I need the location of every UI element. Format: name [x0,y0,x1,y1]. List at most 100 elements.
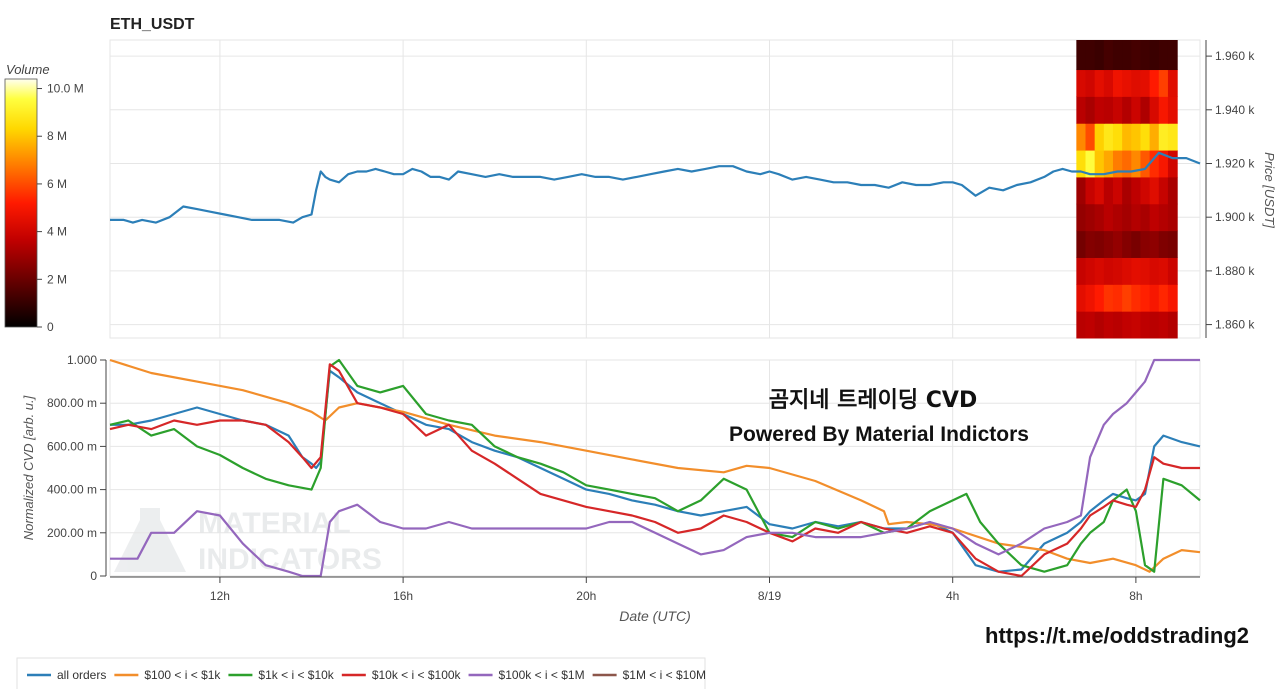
heatmap-cell [1158,69,1169,97]
heatmap-cell [1103,203,1114,232]
heatmap-cell [1094,311,1105,339]
heatmap-cell [1158,311,1169,339]
colorbar-tick-label: 8 M [47,129,67,143]
heatmap-cell [1158,176,1169,205]
legend-label: all orders [57,668,106,682]
heatmap-cell [1167,150,1178,178]
heatmap-cell [1103,230,1114,258]
heatmap-cell [1140,69,1151,97]
heatmap-cell [1158,150,1169,178]
colorbar-tick-label: 4 M [47,225,67,239]
heatmap-cell [1140,150,1151,178]
cvd-panel: 0 200.00 m 400.00 m 600.00 m 800.00 m 1.000 1… [21,353,1201,624]
cvd-y-axis-label: Normalized CVD [arb. u.] [21,395,36,540]
legend-label: $1k < i < $10k [258,668,334,682]
heatmap-cell [1103,284,1114,312]
heatmap-cell [1112,203,1123,232]
heatmap-cell [1122,203,1132,232]
cvd-line [109,363,1200,578]
heatmap-cell [1112,96,1123,124]
heatmap-cell [1167,123,1178,151]
heatmap-cell [1122,40,1132,71]
price-y-tick-label: 1.880 k [1215,264,1255,278]
heatmap-cell [1103,311,1114,339]
legend-item[interactable]: $100 < i < $1k [114,668,221,682]
cvd-y-tick-label: 800.00 m [47,396,97,410]
heatmap-cell [1140,203,1151,232]
cvd-x-tick-label: 20h [576,589,596,603]
overlay-subtitle: Powered By Material Indictors [729,423,1029,446]
heatmap-cell [1140,257,1151,285]
heatmap-cell [1149,176,1160,205]
price-y-tick-label: 1.940 k [1215,103,1255,117]
heatmap-cell [1167,311,1178,339]
heatmap-cell [1085,284,1096,312]
heatmap-cell [1158,257,1169,285]
price-y-tick-label: 1.960 k [1215,49,1255,63]
heatmap-cell [1076,150,1087,178]
colorbar-gradient [4,78,38,328]
heatmap-cell [1076,40,1087,71]
legend-item[interactable]: $100k < i < $1M [468,668,585,682]
heatmap-cell [1131,311,1142,339]
price-series [110,151,1201,224]
cvd-line [110,369,1201,573]
legend-item[interactable]: $1M < i < $10M [592,668,706,682]
volume-heatmap [1076,40,1178,339]
legend-item[interactable]: all orders [27,668,106,682]
cvd-x-axis: 12h 16h 20h 8/19 4h 8h [110,576,1200,603]
price-y-axis: 1.860 k 1.880 k 1.900 k 1.920 k 1.940 k 1.960… [1205,40,1255,338]
flask-icon [114,508,186,572]
heatmap-cell [1076,311,1087,339]
legend-item[interactable]: $1k < i < $10k [228,668,335,682]
heatmap-cell [1094,257,1105,285]
heatmap-cell [1122,69,1132,97]
heatmap-cell [1094,123,1105,151]
heatmap-cell [1140,176,1151,205]
heatmap-cell [1122,284,1132,312]
heatmap-cell [1094,40,1105,71]
heatmap-cell [1085,69,1096,97]
heatmap-cell [1103,176,1114,205]
heatmap-cell [1167,69,1178,97]
price-y-tick-label: 1.860 k [1215,318,1255,332]
heatmap-cell [1103,69,1114,97]
heatmap-cell [1076,257,1087,285]
legend-item[interactable]: $10k < i < $100k [341,668,462,682]
legend-box [16,657,706,689]
legend-items: all orders $100 < i < $1k $1k < i < $10k $1… [27,668,706,682]
heatmap-cell [1122,257,1132,285]
heatmap-cell [1131,96,1142,124]
heatmap-cell [1094,284,1105,312]
overlay-title: 곰지네 트레이딩 CVD [769,388,977,413]
heatmap-cell [1122,123,1132,151]
heatmap-cell [1103,40,1114,71]
watermark-text-1: MATERIAL [198,507,351,540]
heatmap-cell [1094,176,1105,205]
heatmap-cell [1140,311,1151,339]
heatmap-cell [1158,40,1169,71]
heatmap-cell [1158,230,1169,258]
heatmap-cell [1158,203,1169,232]
cvd-y-tick-label: 1.000 [67,353,97,367]
heatmap-cell [1131,40,1142,71]
heatmap-cell [1076,123,1087,151]
watermark-logo: MATERIAL INDICATORS [114,507,382,576]
heatmap-cell [1140,96,1151,124]
legend-label: $1M < i < $10M [623,668,706,682]
cvd-y-tick-label: 400.00 m [47,483,97,497]
legend-label: $10k < i < $100k [372,668,462,682]
heatmap-cell [1167,284,1178,312]
price-y-axis-label: Price [USDT] [1262,152,1277,228]
cvd-x-axis-label: Date (UTC) [619,608,691,624]
colorbar-tick-label: 0 [47,320,54,334]
cvd-x-tick-label: 8/19 [758,589,782,603]
heatmap-cell [1131,150,1142,178]
heatmap-cell [1085,150,1096,178]
heatmap-cell [1131,203,1142,232]
heatmap-cell [1103,123,1114,151]
telegram-link[interactable]: https://t.me/oddstrading2 [985,623,1249,648]
heatmap-cell [1131,176,1142,205]
legend-label: $100 < i < $1k [144,668,221,682]
price-line [110,151,1201,224]
